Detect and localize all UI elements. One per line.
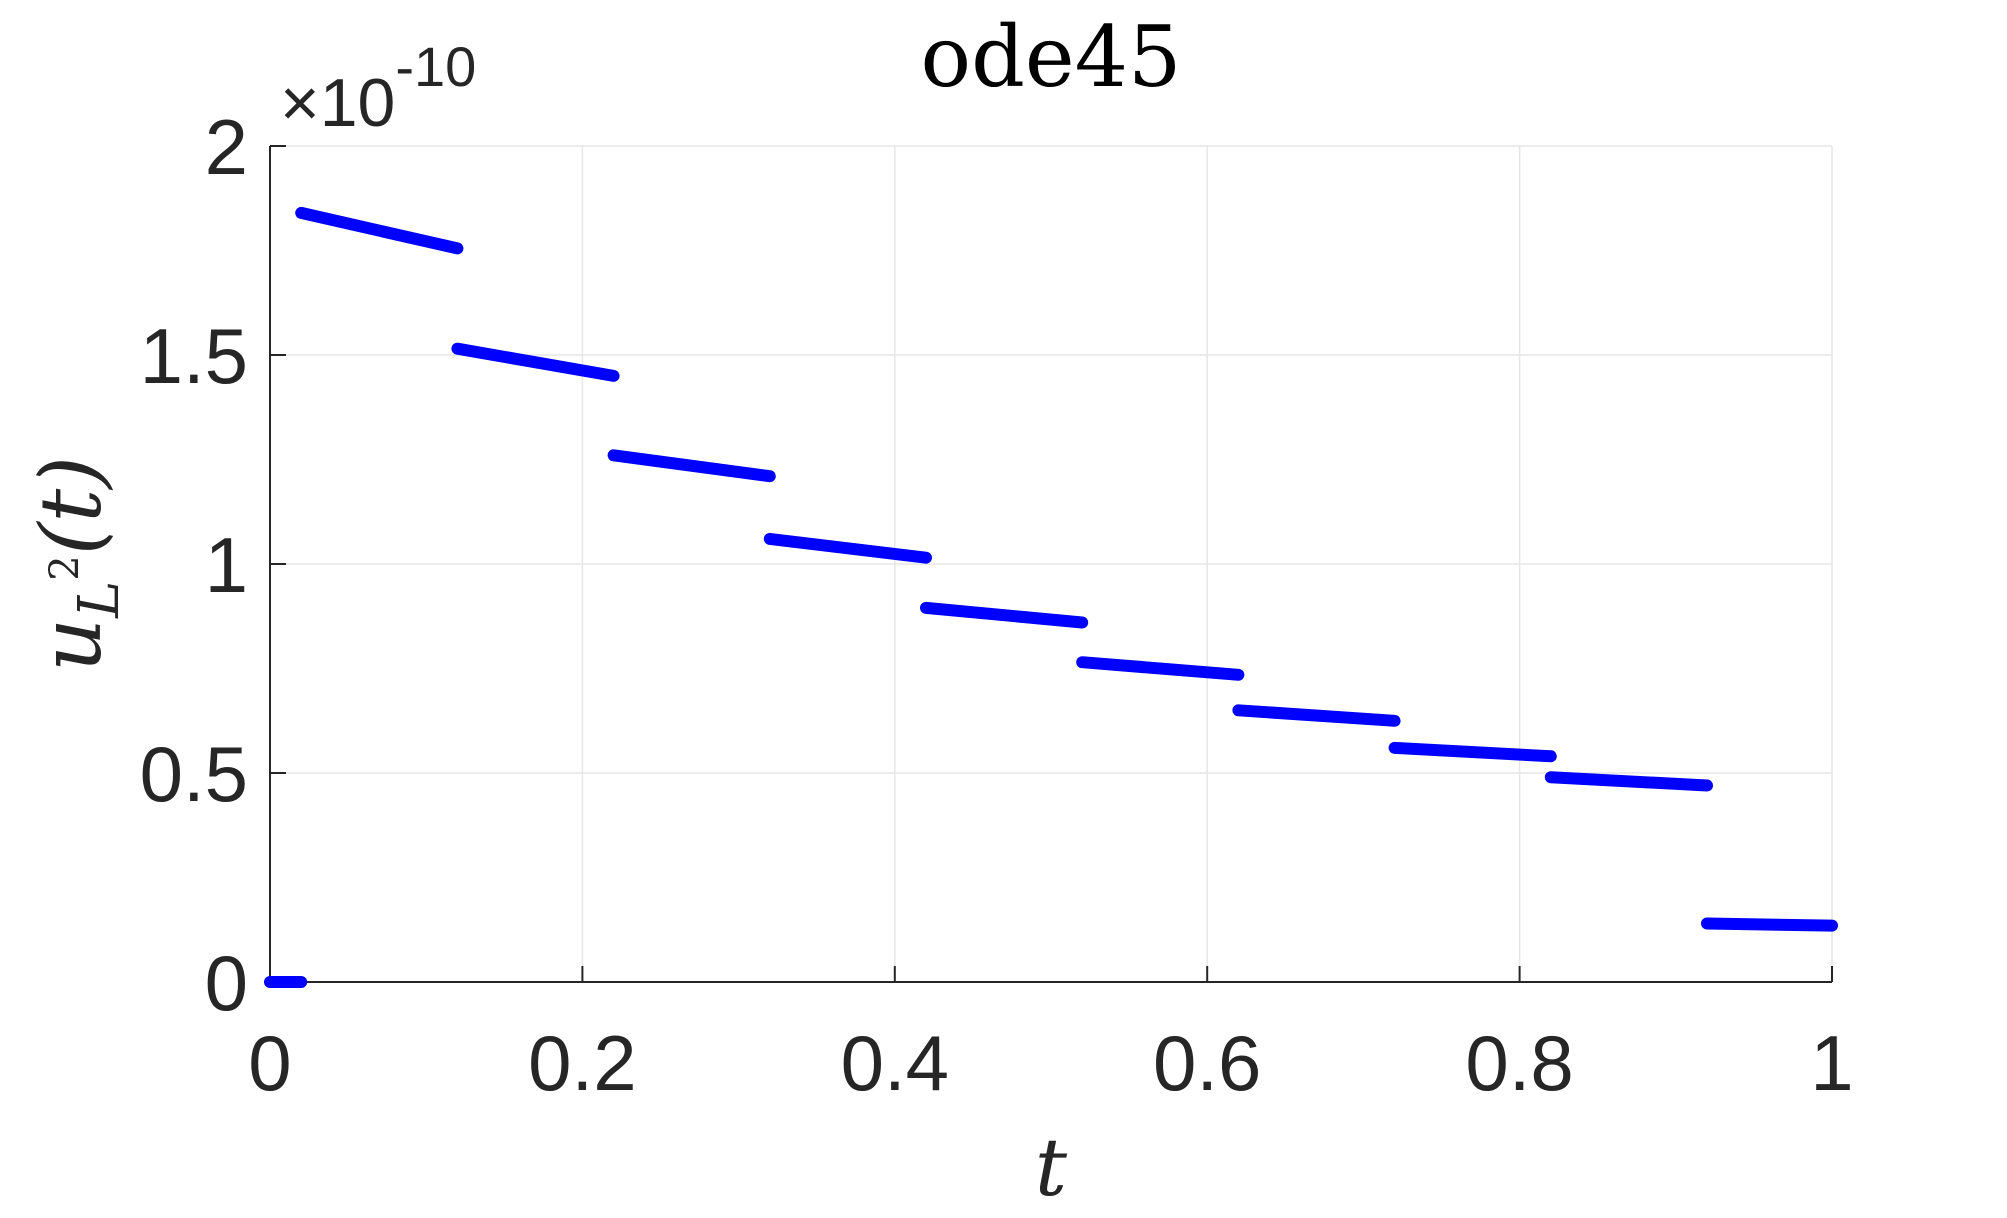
x-tick-label-5: 1 <box>1810 1019 1853 1107</box>
x-tick-label-0: 0 <box>248 1019 291 1107</box>
svg-text:uL2(t): uL2(t) <box>22 456 132 672</box>
data-series <box>264 206 1838 988</box>
series-0-segment-9 <box>1544 771 1713 792</box>
y-tick-label-3: 1.5 <box>140 312 248 400</box>
x-tick-label-1: 0.2 <box>528 1019 636 1107</box>
series-0-segment-4 <box>763 532 932 564</box>
x-tick-label-3: 0.6 <box>1153 1019 1261 1107</box>
series-0-segment-7 <box>1232 704 1401 727</box>
y-label-base: u <box>22 618 120 672</box>
series-0-segment-10 <box>1701 917 1838 932</box>
series-0-segment-1 <box>295 206 464 255</box>
y-tick-label-1: 0.5 <box>140 730 248 818</box>
y-exponent-prefix: ×10 <box>280 65 395 141</box>
tick-labels: 0 0.2 0.4 0.6 0.8 1 0 0.5 1 1.5 2 <box>140 103 1854 1107</box>
series-0-segment-3 <box>607 449 776 483</box>
y-axis-label: uL2(t) <box>22 456 132 672</box>
series-0-segment-2 <box>451 342 620 382</box>
series-0-segment-8 <box>1388 741 1557 763</box>
series-0-segment-6 <box>1076 656 1245 681</box>
x-tick-label-4: 0.8 <box>1465 1019 1573 1107</box>
y-exponent: ×10-10 <box>280 35 476 141</box>
series-0-segment-5 <box>920 601 1089 629</box>
y-tick-label-4: 2 <box>205 103 248 191</box>
y-exponent-power: -10 <box>395 35 476 98</box>
y-label-arg: (t) <box>22 456 120 555</box>
chart-title: ode45 <box>921 8 1182 106</box>
y-tick-label-2: 1 <box>205 521 248 609</box>
x-tick-label-2: 0.4 <box>841 1019 949 1107</box>
y-label-sub: L <box>67 581 132 619</box>
y-label-sup: 2 <box>42 555 88 580</box>
y-tick-label-0: 0 <box>205 939 248 1027</box>
x-axis-label: t <box>1035 1121 1068 1214</box>
